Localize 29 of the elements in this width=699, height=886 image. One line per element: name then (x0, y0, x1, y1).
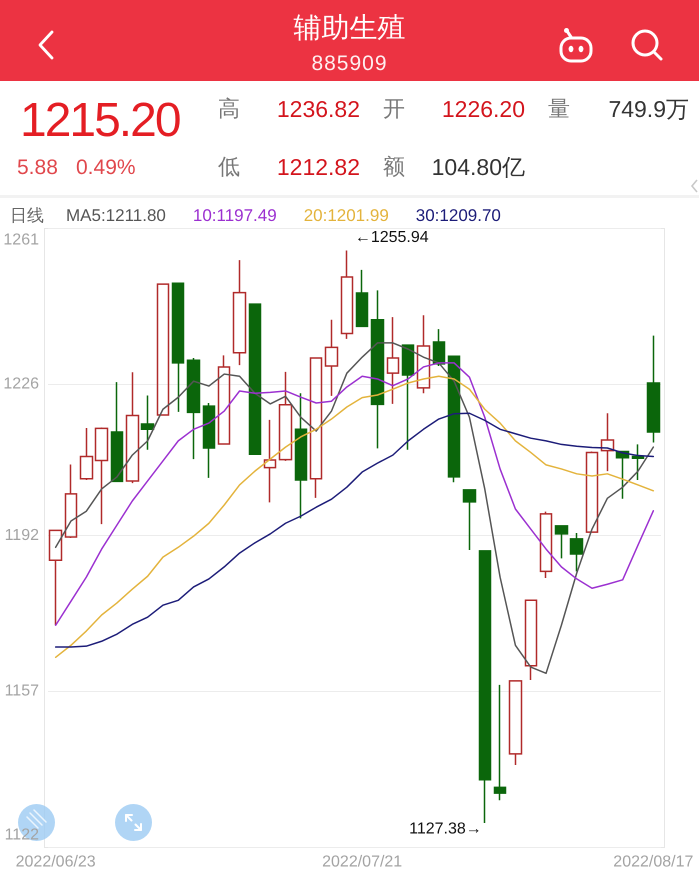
text: 104.80亿 (432, 154, 525, 180)
text: 1212.82 (276, 154, 360, 180)
text: 30:1209.70 (416, 206, 501, 225)
text: 高 (218, 96, 240, 121)
y-tick-label: 1192 (4, 526, 40, 544)
legend-title: 日线 (10, 206, 44, 225)
x-tick-label: 2022/06/23 (16, 854, 96, 870)
annotation: 1127.38→ (409, 820, 482, 838)
text: 0.49% (76, 156, 136, 178)
text: 20:1201.99 (304, 206, 389, 225)
text: 885909 (310, 52, 389, 76)
text: 低 (218, 154, 240, 179)
text: 1226.20 (442, 96, 525, 122)
x-tick-label: 2022/08/17 (613, 854, 694, 870)
x-tick-label: 2022/07/21 (322, 854, 402, 870)
text: 1236.82 (276, 96, 360, 122)
text: MA5:1211.80 (66, 206, 166, 225)
y-tick-label: 1157 (4, 682, 40, 700)
annotation: ←1255.94 (354, 229, 429, 246)
y-tick-label: 1261 (3, 232, 40, 248)
y-tick-label: 1226 (3, 375, 40, 392)
text: 额 (383, 154, 405, 179)
text: 10:1197.49 (192, 206, 277, 225)
text: 5.88 (17, 156, 58, 178)
text: 1215.20 (20, 94, 180, 147)
text: 749.9万 (608, 96, 689, 122)
text: 开 (383, 96, 405, 121)
text: 量 (548, 96, 570, 121)
text: 辅助生殖 (292, 12, 406, 44)
